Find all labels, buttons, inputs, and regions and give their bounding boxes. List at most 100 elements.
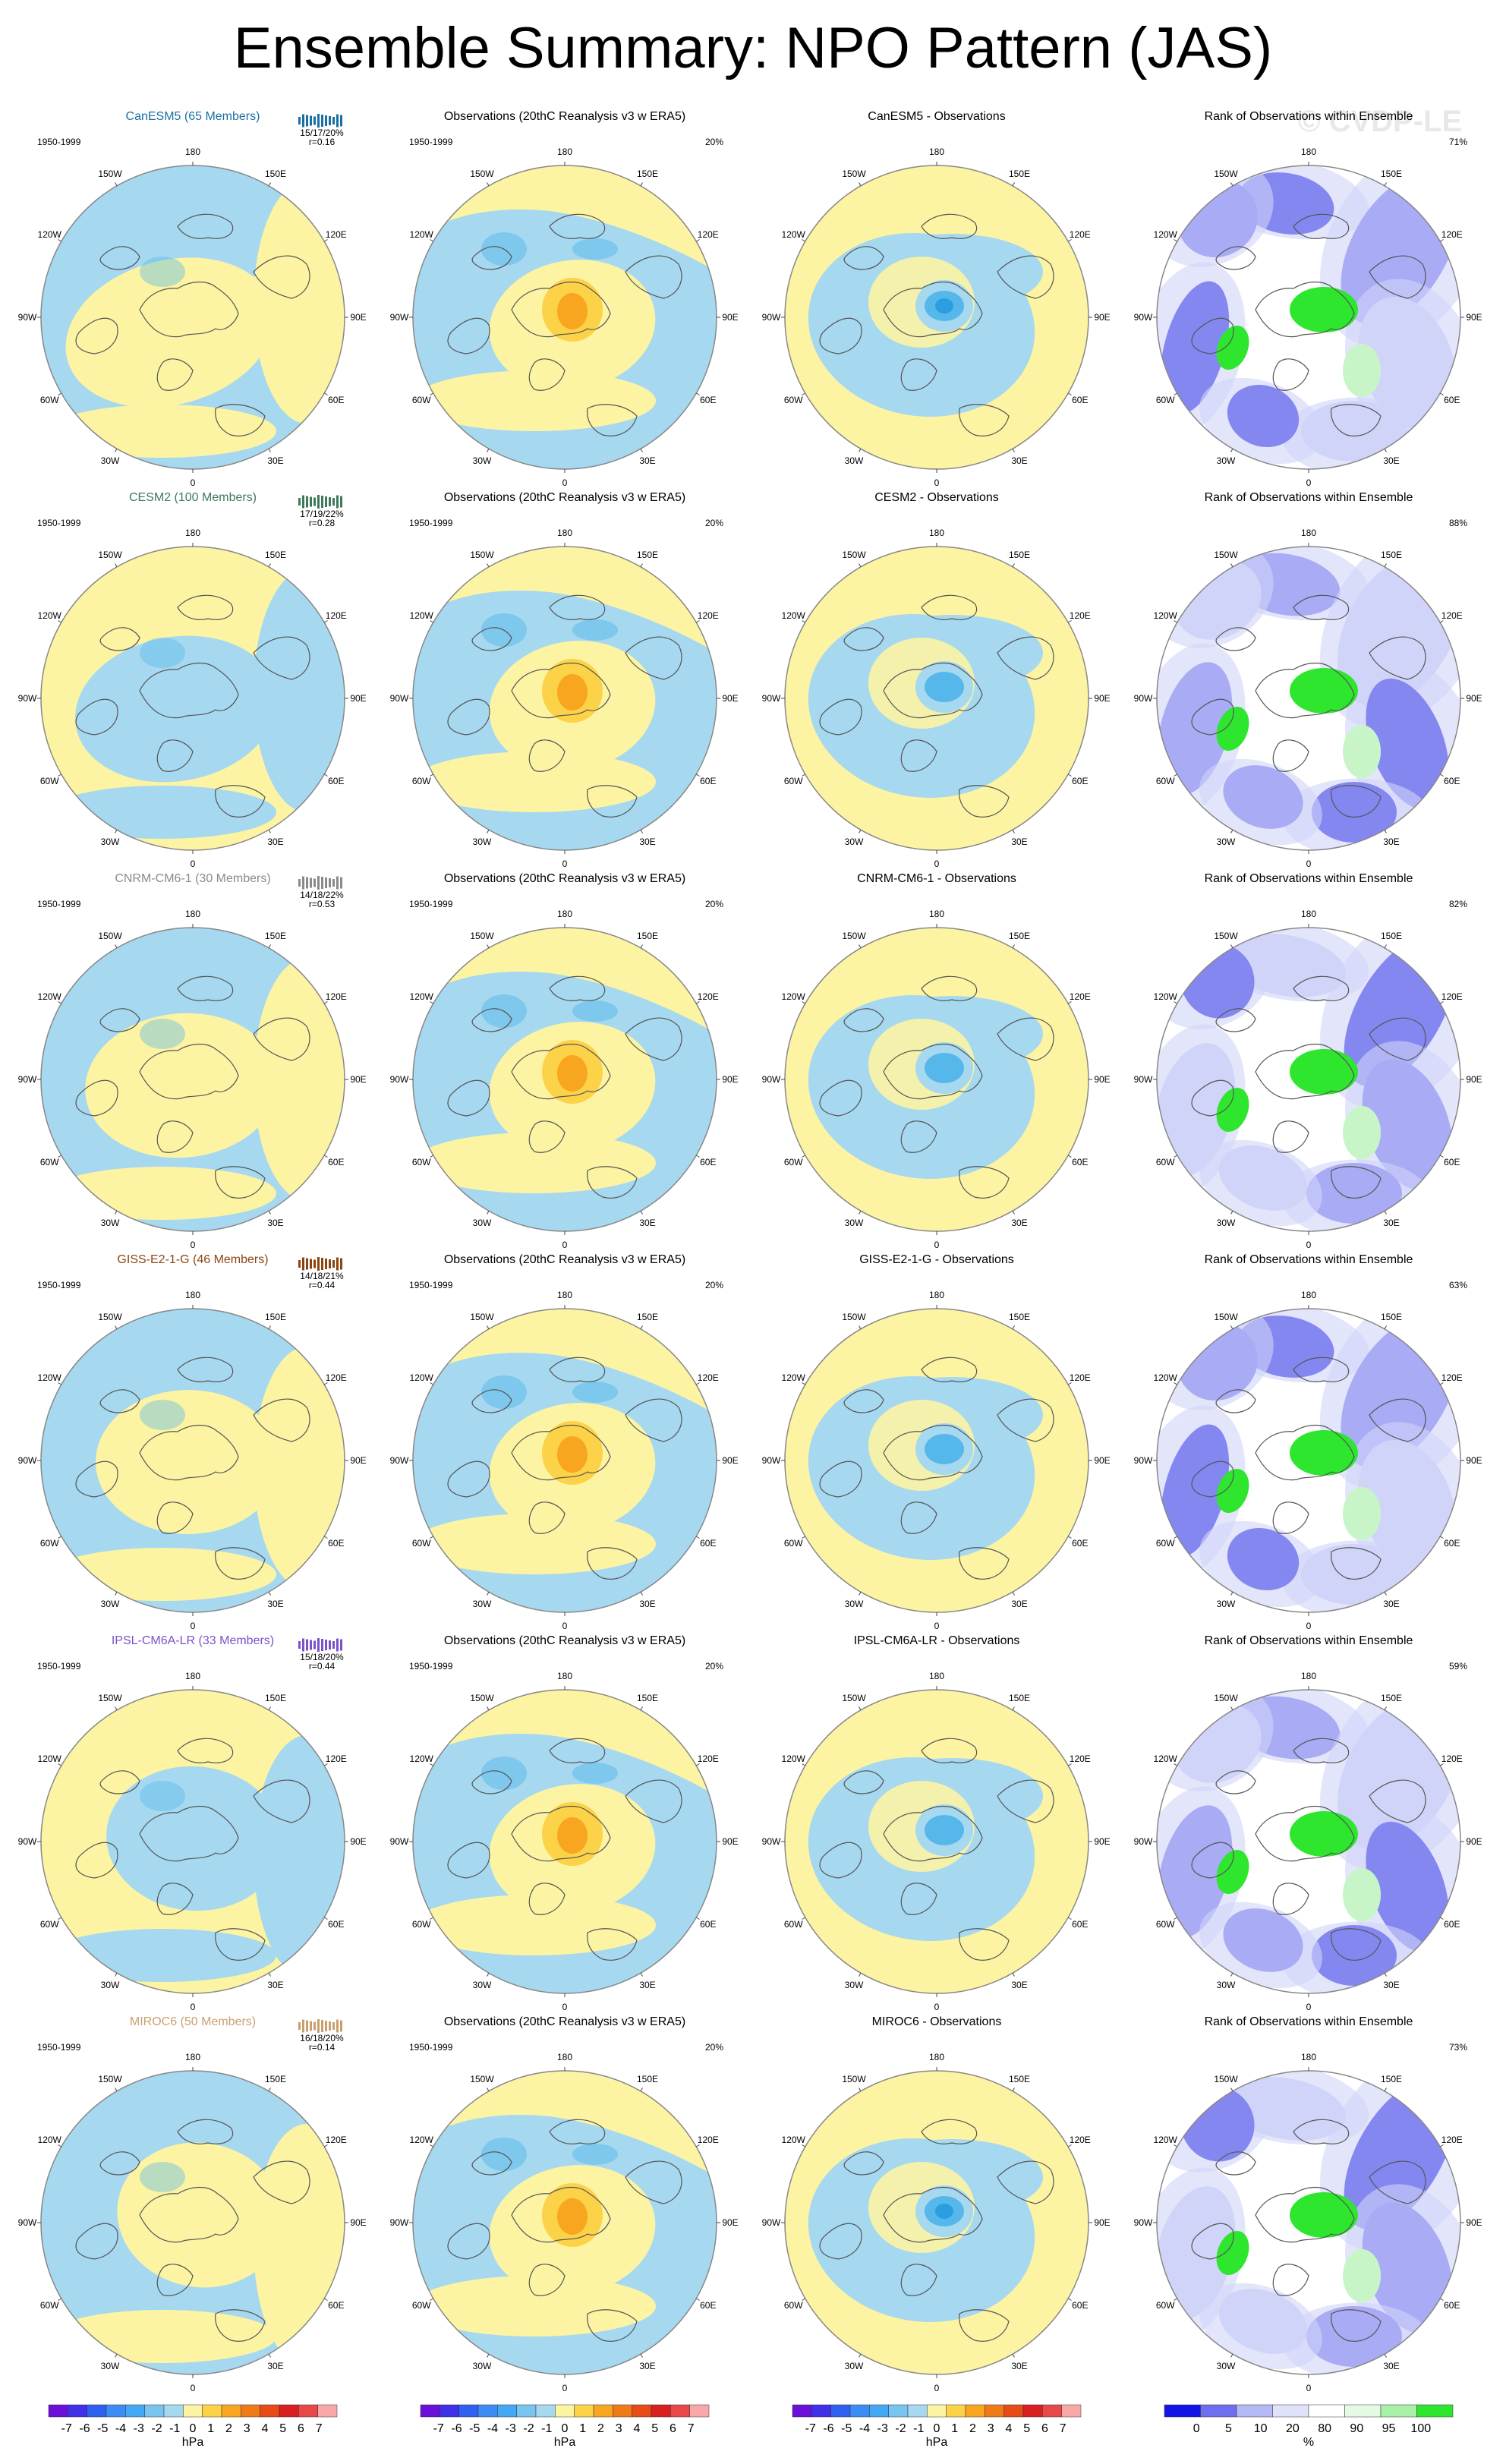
- anomaly-region: [49, 1167, 276, 1220]
- coastline: [139, 1043, 239, 1100]
- stat-strip-bar: [321, 1639, 323, 1651]
- colorbar-tick-label: -7: [805, 2422, 816, 2435]
- longitude-label: 60E: [1444, 776, 1460, 786]
- longitude-label: 0: [562, 2002, 568, 2012]
- coastline: [528, 739, 566, 772]
- longitude-label: 150W: [98, 550, 122, 560]
- stat-strip-bar: [306, 496, 308, 508]
- stat-strip-bar: [340, 1258, 342, 1270]
- longitude-label: 60E: [1072, 2300, 1088, 2311]
- rank-green-region: [1216, 325, 1249, 370]
- longitude-label: 60W: [784, 2300, 803, 2311]
- stat-strip-bar: [325, 115, 327, 126]
- coastline: [447, 317, 490, 354]
- colorbar-swatch: [985, 2404, 1004, 2418]
- coastline: [959, 2309, 1010, 2342]
- map-field: [1157, 1309, 1460, 1612]
- colorbar-swatch: [125, 2404, 145, 2418]
- coastline: [549, 1738, 606, 1763]
- longitude-label: 90W: [18, 2217, 37, 2228]
- longitude-label: 0: [1306, 1621, 1312, 1631]
- colorbar-swatch: [907, 2404, 928, 2418]
- coastline: [883, 662, 983, 719]
- coastline: [447, 698, 490, 736]
- colorbar-swatch: [221, 2404, 241, 2418]
- longitude-label: 150W: [842, 550, 866, 560]
- coastline: [215, 2309, 266, 2342]
- colorbar-swatch: [1380, 2404, 1417, 2418]
- longitude-label: 60E: [700, 395, 716, 405]
- colorbar-tick-label: -4: [115, 2422, 126, 2435]
- longitude-label: 60E: [700, 1919, 716, 1930]
- rank-title: Rank of Observations within Ensemble: [1204, 1634, 1413, 1647]
- longitude-label: 150E: [1009, 2074, 1030, 2084]
- model-title: MIROC6 (50 Members): [129, 2015, 257, 2028]
- coastline: [528, 1120, 566, 1153]
- longitude-label: 0: [191, 1240, 196, 1250]
- coastline: [959, 1166, 1010, 1199]
- colorbar-unit: hPa: [182, 2436, 204, 2449]
- map-field: [413, 165, 717, 469]
- longitude-label: 0: [562, 477, 568, 488]
- stat-strip-bar: [340, 1639, 342, 1651]
- longitude-label: 90W: [390, 693, 409, 704]
- positive-region: [413, 1895, 656, 1955]
- coastline: [843, 2151, 884, 2176]
- longitude-label: 120W: [1154, 610, 1178, 621]
- rank-halo: [1199, 1520, 1322, 1608]
- negative-center: [572, 1382, 618, 1403]
- stat-strip-bar: [336, 495, 339, 509]
- anomaly-center: [140, 1019, 185, 1049]
- colorbar-swatch: [202, 2404, 222, 2418]
- longitude-label: 60E: [1072, 395, 1088, 405]
- longitude-label: 180: [557, 909, 572, 919]
- coastline: [1369, 1779, 1426, 1823]
- longitude-label: 120W: [38, 1753, 62, 1764]
- longitude-label: 30E: [639, 1218, 655, 1228]
- longitude-label: 90E: [722, 1074, 738, 1085]
- rank-green-region: [1290, 1049, 1358, 1095]
- colorbar-tick-label: 3: [988, 2422, 994, 2435]
- map-field: [1157, 547, 1460, 850]
- coastline: [215, 1547, 266, 1580]
- anomaly-center: [140, 1781, 185, 1811]
- model-correlation: r=0.44: [308, 1661, 336, 1672]
- coastline: [253, 636, 310, 680]
- map-field: [1157, 928, 1460, 1231]
- longitude-label: 60W: [412, 1919, 431, 1930]
- coastline: [549, 2119, 606, 2144]
- longitude-label: 90W: [762, 693, 781, 704]
- colorbar-tick-label: -3: [877, 2422, 888, 2435]
- coastline: [997, 255, 1054, 299]
- stat-strip-bar: [317, 114, 320, 128]
- colorbar-unit: %: [1303, 2436, 1314, 2449]
- coastline: [215, 1928, 266, 1961]
- positive-core: [557, 1055, 588, 1092]
- longitude-label: 60E: [700, 2300, 716, 2311]
- colorbar-swatch: [792, 2404, 812, 2418]
- longitude-label: 90E: [722, 312, 738, 323]
- longitude-label: 60E: [328, 776, 344, 786]
- longitude-label: 60E: [1072, 776, 1088, 786]
- longitude-label: 120E: [698, 229, 719, 240]
- anomaly-center: [140, 2162, 185, 2192]
- longitude-label: 150E: [1381, 931, 1402, 941]
- coastline: [1293, 213, 1350, 239]
- stat-strip-bar: [306, 2020, 308, 2032]
- longitude-label: 120W: [38, 229, 62, 240]
- longitude-label: 180: [1301, 147, 1316, 157]
- diff-title: MIROC6 - Observations: [871, 2015, 1002, 2028]
- colorbar-tick-label: -6: [79, 2422, 90, 2435]
- colorbar-swatch: [535, 2404, 556, 2418]
- longitude-label: 180: [185, 147, 200, 157]
- stat-strip-bar: [329, 2021, 331, 2031]
- map-field: [413, 1690, 717, 1993]
- diff-map-panel: 180 150E 120E 90E 60E 30E 0 30W 60W 90W 120W 150W: [762, 2052, 1111, 2393]
- longitude-label: 120E: [1070, 991, 1091, 1002]
- longitude-label: 150W: [470, 1693, 494, 1703]
- anomaly-center: [140, 257, 185, 287]
- colorbar-swatch: [144, 2404, 165, 2418]
- rank-halo: [1199, 377, 1322, 465]
- coastline: [177, 975, 234, 1001]
- map-field: [1157, 1690, 1460, 1993]
